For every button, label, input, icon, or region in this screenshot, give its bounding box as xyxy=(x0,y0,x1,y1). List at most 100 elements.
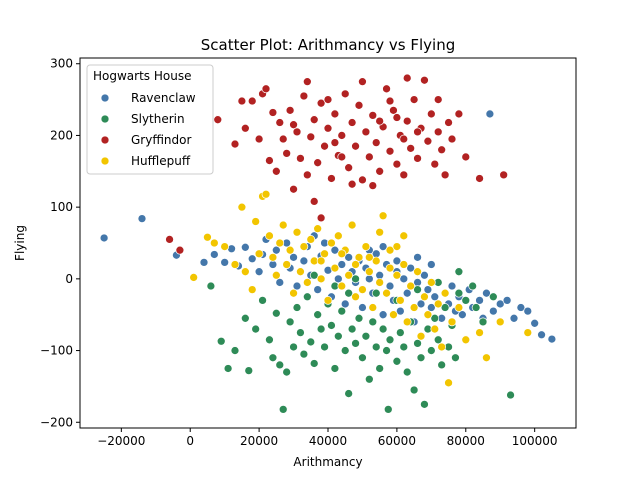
point-gryffindor-23 xyxy=(309,115,319,125)
point-ravenclaw-1 xyxy=(137,214,147,223)
point-ravenclaw-14 xyxy=(271,245,281,255)
point-gryffindor-52 xyxy=(409,95,419,104)
y-tick-label: 0 xyxy=(65,272,73,286)
point-ravenclaw-36 xyxy=(358,303,367,312)
point-gryffindor-47 xyxy=(392,159,402,169)
point-gryffindor-31 xyxy=(337,131,347,140)
point-slytherin-78 xyxy=(454,267,464,277)
point-hufflepuff-58 xyxy=(423,310,433,320)
point-slytherin-4 xyxy=(240,313,250,323)
point-slytherin-36 xyxy=(361,331,371,341)
point-gryffindor-70 xyxy=(309,197,319,206)
point-ravenclaw-28 xyxy=(330,245,340,255)
point-slytherin-71 xyxy=(309,270,319,280)
point-hufflepuff-16 xyxy=(278,220,288,230)
point-ravenclaw-0 xyxy=(99,233,109,243)
point-ravenclaw-69 xyxy=(475,296,484,305)
point-gryffindor-46 xyxy=(389,105,398,115)
point-gryffindor-16 xyxy=(285,105,295,115)
point-hufflepuff-52 xyxy=(402,317,412,327)
point-slytherin-65 xyxy=(461,296,471,305)
point-ravenclaw-71 xyxy=(482,288,491,298)
legend-box xyxy=(86,64,214,175)
y-tick-label: 100 xyxy=(50,200,73,214)
point-hufflepuff-61 xyxy=(433,299,443,309)
point-hufflepuff-60 xyxy=(430,324,440,334)
point-ravenclaw-53 xyxy=(416,299,426,309)
point-gryffindor-13 xyxy=(275,118,285,127)
point-hufflepuff-77 xyxy=(385,245,395,255)
points-layer xyxy=(99,73,557,414)
point-gryffindor-59 xyxy=(433,127,443,137)
point-hufflepuff-69 xyxy=(482,353,491,363)
legend-marker-gryffindor xyxy=(100,135,110,145)
point-gryffindor-42 xyxy=(375,166,385,176)
point-hufflepuff-21 xyxy=(296,267,305,277)
point-gryffindor-21 xyxy=(302,170,312,180)
point-slytherin-32 xyxy=(347,324,357,334)
point-ravenclaw-75 xyxy=(502,296,512,305)
x-tick-label: 0 xyxy=(186,434,194,448)
point-slytherin-28 xyxy=(333,331,343,341)
point-ravenclaw-78 xyxy=(523,306,533,316)
point-slytherin-43 xyxy=(383,405,393,414)
point-gryffindor-1 xyxy=(175,245,185,255)
point-gryffindor-6 xyxy=(247,96,257,106)
point-gryffindor-78 xyxy=(337,152,347,162)
point-slytherin-0 xyxy=(206,281,216,291)
legend-label-ravenclaw: Ravenclaw xyxy=(131,91,196,105)
x-tick-label: 20000 xyxy=(240,434,278,448)
point-ravenclaw-15 xyxy=(275,278,285,287)
point-slytherin-60 xyxy=(440,303,450,312)
point-slytherin-51 xyxy=(409,385,419,395)
point-slytherin-57 xyxy=(430,313,440,323)
point-gryffindor-76 xyxy=(385,96,395,106)
point-ravenclaw-18 xyxy=(289,252,298,262)
point-ravenclaw-31 xyxy=(340,299,350,309)
point-slytherin-22 xyxy=(313,310,323,320)
point-ravenclaw-54 xyxy=(420,270,429,280)
legend: Hogwarts House Ravenclaw Slytherin Gryffin… xyxy=(86,64,214,175)
point-gryffindor-9 xyxy=(261,84,271,94)
point-ravenclaw-77 xyxy=(516,303,526,312)
point-hufflepuff-32 xyxy=(333,231,343,241)
point-ravenclaw-19 xyxy=(292,281,302,291)
point-ravenclaw-44 xyxy=(385,281,395,291)
point-slytherin-33 xyxy=(351,339,360,348)
point-hufflepuff-22 xyxy=(299,242,309,251)
point-ravenclaw-41 xyxy=(375,270,385,280)
point-slytherin-46 xyxy=(392,356,402,366)
point-ravenclaw-50 xyxy=(406,263,416,273)
point-gryffindor-75 xyxy=(330,138,340,147)
point-slytherin-48 xyxy=(399,342,409,352)
point-hufflepuff-78 xyxy=(399,231,409,241)
point-ravenclaw-57 xyxy=(430,292,440,302)
point-slytherin-79 xyxy=(344,288,354,298)
point-gryffindor-84 xyxy=(433,95,443,104)
point-slytherin-15 xyxy=(289,342,298,352)
point-hufflepuff-0 xyxy=(189,273,199,282)
point-slytherin-64 xyxy=(454,288,464,298)
point-ravenclaw-42 xyxy=(378,310,388,320)
point-hufflepuff-44 xyxy=(375,278,385,287)
point-slytherin-49 xyxy=(402,367,412,377)
point-hufflepuff-41 xyxy=(364,267,374,277)
point-hufflepuff-37 xyxy=(351,292,360,302)
point-hufflepuff-26 xyxy=(313,224,323,234)
point-ravenclaw-20 xyxy=(299,256,309,266)
point-hufflepuff-3 xyxy=(220,242,230,251)
point-hufflepuff-40 xyxy=(361,242,371,251)
point-hufflepuff-35 xyxy=(344,270,354,280)
point-hufflepuff-29 xyxy=(323,296,333,305)
point-ravenclaw-48 xyxy=(399,274,409,284)
point-gryffindor-68 xyxy=(302,77,312,87)
point-hufflepuff-33 xyxy=(337,281,347,291)
point-gryffindor-50 xyxy=(402,116,412,126)
point-gryffindor-83 xyxy=(399,134,409,144)
point-gryffindor-77 xyxy=(413,127,422,137)
point-slytherin-35 xyxy=(358,353,367,363)
point-slytherin-11 xyxy=(275,360,285,370)
point-slytherin-41 xyxy=(378,324,388,334)
point-slytherin-16 xyxy=(292,303,302,312)
point-slytherin-21 xyxy=(309,359,319,368)
